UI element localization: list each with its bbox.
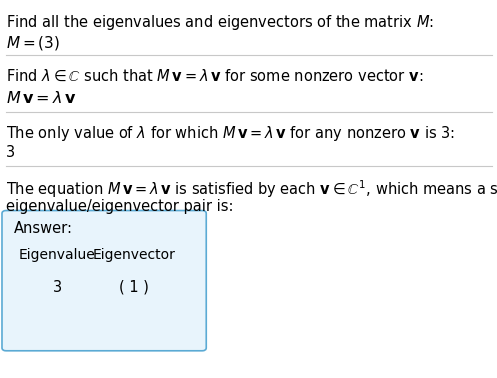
Text: ( 1 ): ( 1 ) <box>119 280 149 295</box>
Text: Find all the eigenvalues and eigenvectors of the matrix $M$:: Find all the eigenvalues and eigenvector… <box>6 13 434 32</box>
Text: Eigenvector: Eigenvector <box>93 248 175 262</box>
Text: The only value of $\lambda$ for which $M\,\mathbf{v} = \lambda\,\mathbf{v}$ for : The only value of $\lambda$ for which $M… <box>6 124 455 143</box>
Text: Answer:: Answer: <box>14 221 73 236</box>
Text: 3: 3 <box>6 145 15 160</box>
Text: eigenvalue/eigenvector pair is:: eigenvalue/eigenvector pair is: <box>6 199 234 214</box>
Text: Find $\lambda \in \mathbb{C}$ such that $M\,\mathbf{v} = \lambda\,\mathbf{v}$ fo: Find $\lambda \in \mathbb{C}$ such that … <box>6 69 423 84</box>
Text: The equation $M\,\mathbf{v} = \lambda\,\mathbf{v}$ is satisfied by each $\mathbf: The equation $M\,\mathbf{v} = \lambda\,\… <box>6 178 497 200</box>
Text: Eigenvalue: Eigenvalue <box>19 248 95 262</box>
Text: $M = ( 3 )$: $M = ( 3 )$ <box>6 34 60 52</box>
Text: 3: 3 <box>53 280 62 295</box>
Text: $M\,\mathbf{v} = \lambda\,\mathbf{v}$: $M\,\mathbf{v} = \lambda\,\mathbf{v}$ <box>6 90 77 106</box>
